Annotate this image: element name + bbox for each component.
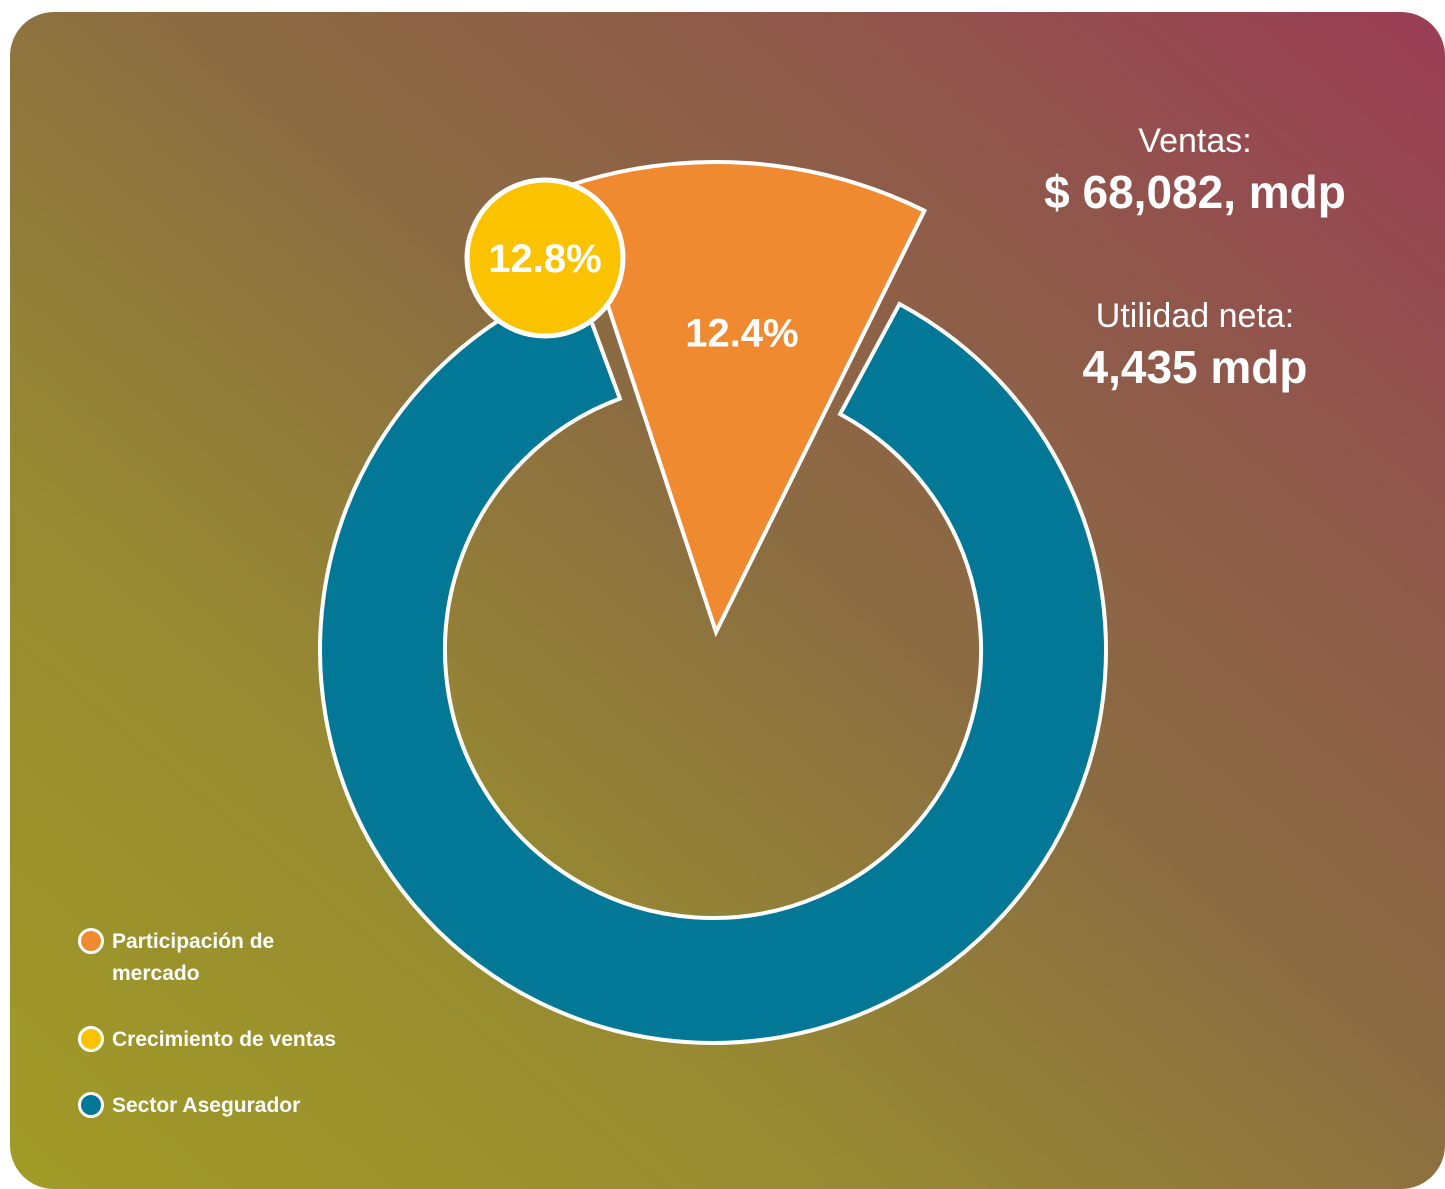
legend-swatch [78,1026,104,1052]
stat-value: $ 68,082, mdp [1044,166,1346,218]
sector-ring [318,278,1108,1045]
stat-profit: Utilidad neta: 4,435 mdp [985,297,1405,394]
stat-value: 4,435 mdp [1082,341,1308,393]
legend-item: Participación de mercado [78,926,398,990]
legend-label: Crecimiento de ventas [112,1028,337,1051]
stat-label: Utilidad neta: [1095,297,1295,335]
legend-swatch [78,928,104,954]
stat-sales: Ventas: $ 68,082, mdp [985,122,1405,219]
value-label: 12.8% [488,237,601,281]
legend-label: Sector Asegurador [112,1094,301,1117]
legend-swatch [78,1092,104,1118]
legend-item: Sector Asegurador [78,1090,398,1122]
market-share-wedge [565,160,928,638]
value-label: 12.4% [685,312,798,356]
growth-bubble [464,177,626,339]
stat-label: Ventas: [1138,122,1252,160]
legend-item: Crecimiento de ventas [78,1024,398,1056]
legend-label: Participación de mercado [112,930,275,985]
